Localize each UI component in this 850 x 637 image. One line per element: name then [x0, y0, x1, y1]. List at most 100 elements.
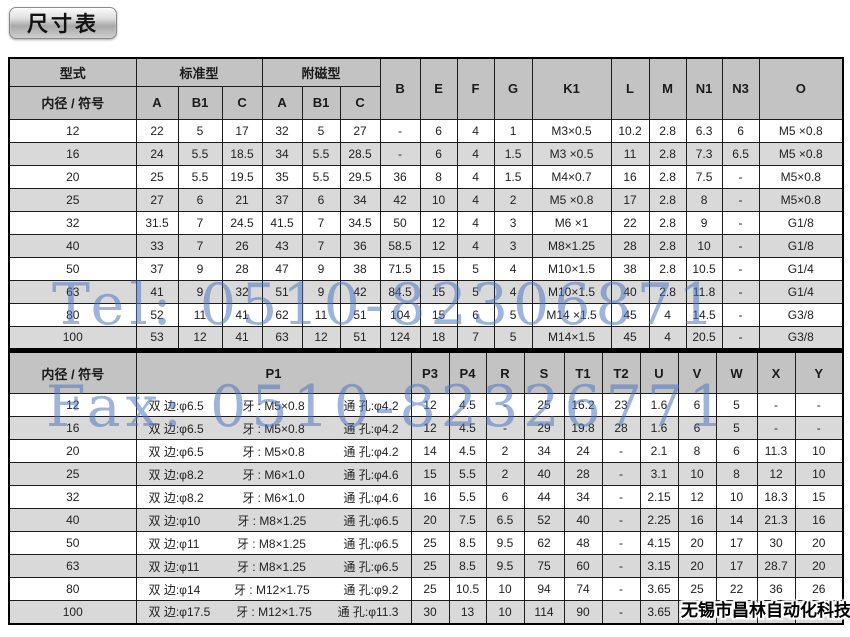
data-cell: 5 [493, 302, 533, 327]
data-cell: 1.6 [639, 393, 679, 417]
data-cell: 2.8 [648, 210, 687, 235]
data-cell: 2.8 [648, 118, 687, 143]
data-cell: - [379, 118, 421, 143]
data-cell: 4.5 [448, 416, 487, 440]
bore-cell: 12 [8, 393, 137, 417]
bore-cell: 100 [8, 325, 137, 350]
table-row: 12 双 边:φ6.5 牙 : M5×0.8 通 孔:φ4.2 12 4.5-25 16.2… [8, 393, 844, 417]
p1-thread: 牙 : M5×0.8 [242, 398, 305, 413]
data-cell: 25 [523, 393, 565, 417]
p1-side: 双 边:φ14 [148, 582, 201, 597]
data-cell: 16 [677, 508, 717, 532]
bore-cell: 63 [8, 279, 137, 304]
bore-cell: 12 [8, 118, 137, 143]
data-cell: 5 [715, 416, 758, 440]
header-col-S: S [523, 351, 565, 394]
header-col-P1: P1 [135, 351, 412, 394]
header-sub-A1: A [135, 85, 179, 120]
data-cell: 5 [456, 279, 495, 304]
data-cell: 10 [794, 439, 844, 463]
data-cell: 43 [261, 233, 303, 258]
data-cell: 16.2 [563, 393, 603, 417]
table-row: 63 41 9 32 51 9 42 84.5 15 5 4 M10×1.5 40 2.8 11.8- G1/… [8, 279, 844, 304]
data-cell: 45 [610, 325, 650, 350]
data-cell: 11 [610, 141, 650, 166]
data-cell: G1/8 [758, 233, 844, 258]
table-row: 12 22 5 17 32 5 27-6 4 1 M3×0.5 10.2 2.8 6.3 6 M5 ×0.8 [8, 118, 844, 143]
data-cell: 24 [135, 141, 179, 166]
data-cell: - [721, 233, 760, 258]
table-row: 100 双 边:φ17.5 牙 : M12×1.75 通 孔:φ11.3 30 13 10 1… [8, 600, 844, 624]
data-cell: G1/4 [758, 279, 844, 304]
header-model: 型式 [8, 57, 137, 87]
data-cell: 75 [523, 554, 565, 578]
data-cell: 47 [261, 256, 303, 281]
data-cell: 124 [379, 325, 421, 350]
data-cell: 9.5 [485, 531, 525, 555]
data-cell: 40 [523, 462, 565, 486]
data-cell: 20 [677, 554, 717, 578]
p1-side: 双 边:φ6.5 [148, 444, 204, 459]
data-cell: - [721, 279, 760, 304]
data-cell: 36 [379, 164, 421, 189]
data-cell: 19.5 [221, 164, 263, 189]
data-cell: 24 [563, 439, 603, 463]
data-cell: 28 [221, 256, 263, 281]
header-col-N3: N3 [721, 57, 760, 120]
data-cell: 34 [523, 439, 565, 463]
data-cell: 48 [563, 531, 603, 555]
data-cell: 29 [523, 416, 565, 440]
data-cell: 34 [339, 187, 381, 212]
data-cell: 40 [563, 508, 603, 532]
header-col-G: G [493, 57, 533, 120]
header-col-B: B [379, 57, 421, 120]
data-cell: 10 [685, 233, 723, 258]
data-cell: 15 [794, 485, 844, 509]
data-cell: 3 [493, 233, 533, 258]
data-cell: 27 [339, 118, 381, 143]
table2-header: 内径 / 符号 P1 P3 P4 R S T1 T2 U V W X Y [8, 351, 844, 394]
data-cell: 28.5 [339, 141, 381, 166]
data-cell: 6 [419, 118, 458, 143]
data-cell: 16 [794, 508, 844, 532]
data-cell: 20 [677, 531, 717, 555]
bore-cell: 25 [8, 187, 137, 212]
header-col-M: M [648, 57, 687, 120]
p1-cell: 双 边:φ14 牙 : M12×1.75 通 孔:φ9.2 [135, 577, 412, 601]
table-row: 50 37 9 28 47 9 38 71.5 15 5 4 M10×1.5 38 2.8 10.5- G1/… [8, 256, 844, 281]
data-cell: 58.5 [379, 233, 421, 258]
data-cell: 6 [677, 393, 717, 417]
header-sub-C1: C [221, 85, 263, 120]
header-standard-type: 标准型 [135, 57, 263, 87]
data-cell: 12 [410, 393, 450, 417]
data-cell: 6 [485, 485, 525, 509]
data-cell: M10×1.5 [531, 256, 612, 281]
data-cell: - [721, 256, 760, 281]
table-row: 40 双 边:φ10 牙 : M8×1.25 通 孔:φ6.5 20 7.5 6.5 52 40… [8, 508, 844, 532]
data-cell: 36 [339, 233, 381, 258]
data-cell: - [721, 187, 760, 212]
data-cell: - [601, 531, 641, 555]
data-cell: 22 [610, 210, 650, 235]
data-cell: 33 [135, 233, 179, 258]
data-cell: M14×1.5 [531, 325, 612, 350]
data-cell: 74 [563, 577, 603, 601]
p1-thread: 牙 : M12×1.75 [236, 605, 312, 620]
data-cell: M14 ×1.5 [531, 302, 612, 327]
p1-thread: 牙 : M5×0.8 [242, 421, 305, 436]
data-cell: 4.5 [448, 393, 487, 417]
header-bore-label: 内径 / 符号 [8, 85, 137, 120]
data-cell: - [794, 393, 844, 417]
data-cell: 94 [523, 577, 565, 601]
data-cell: 10.2 [610, 118, 650, 143]
data-cell: 25 [410, 577, 450, 601]
data-cell: 7 [301, 210, 341, 235]
header-col-L: L [610, 57, 650, 120]
data-cell: 5.5 [177, 164, 223, 189]
data-cell: G1/4 [758, 256, 844, 281]
data-cell: 40 [610, 279, 650, 304]
p1-hole: 通 孔:φ6.5 [343, 559, 399, 574]
table-row: 100 53 12 41 63 12 51 124 18 7 5 M14×1.5 45 4 20.5- G3/… [8, 325, 844, 350]
p1-hole: 通 孔:φ4.6 [343, 490, 399, 505]
p1-side: 双 边:φ6.5 [148, 398, 204, 413]
